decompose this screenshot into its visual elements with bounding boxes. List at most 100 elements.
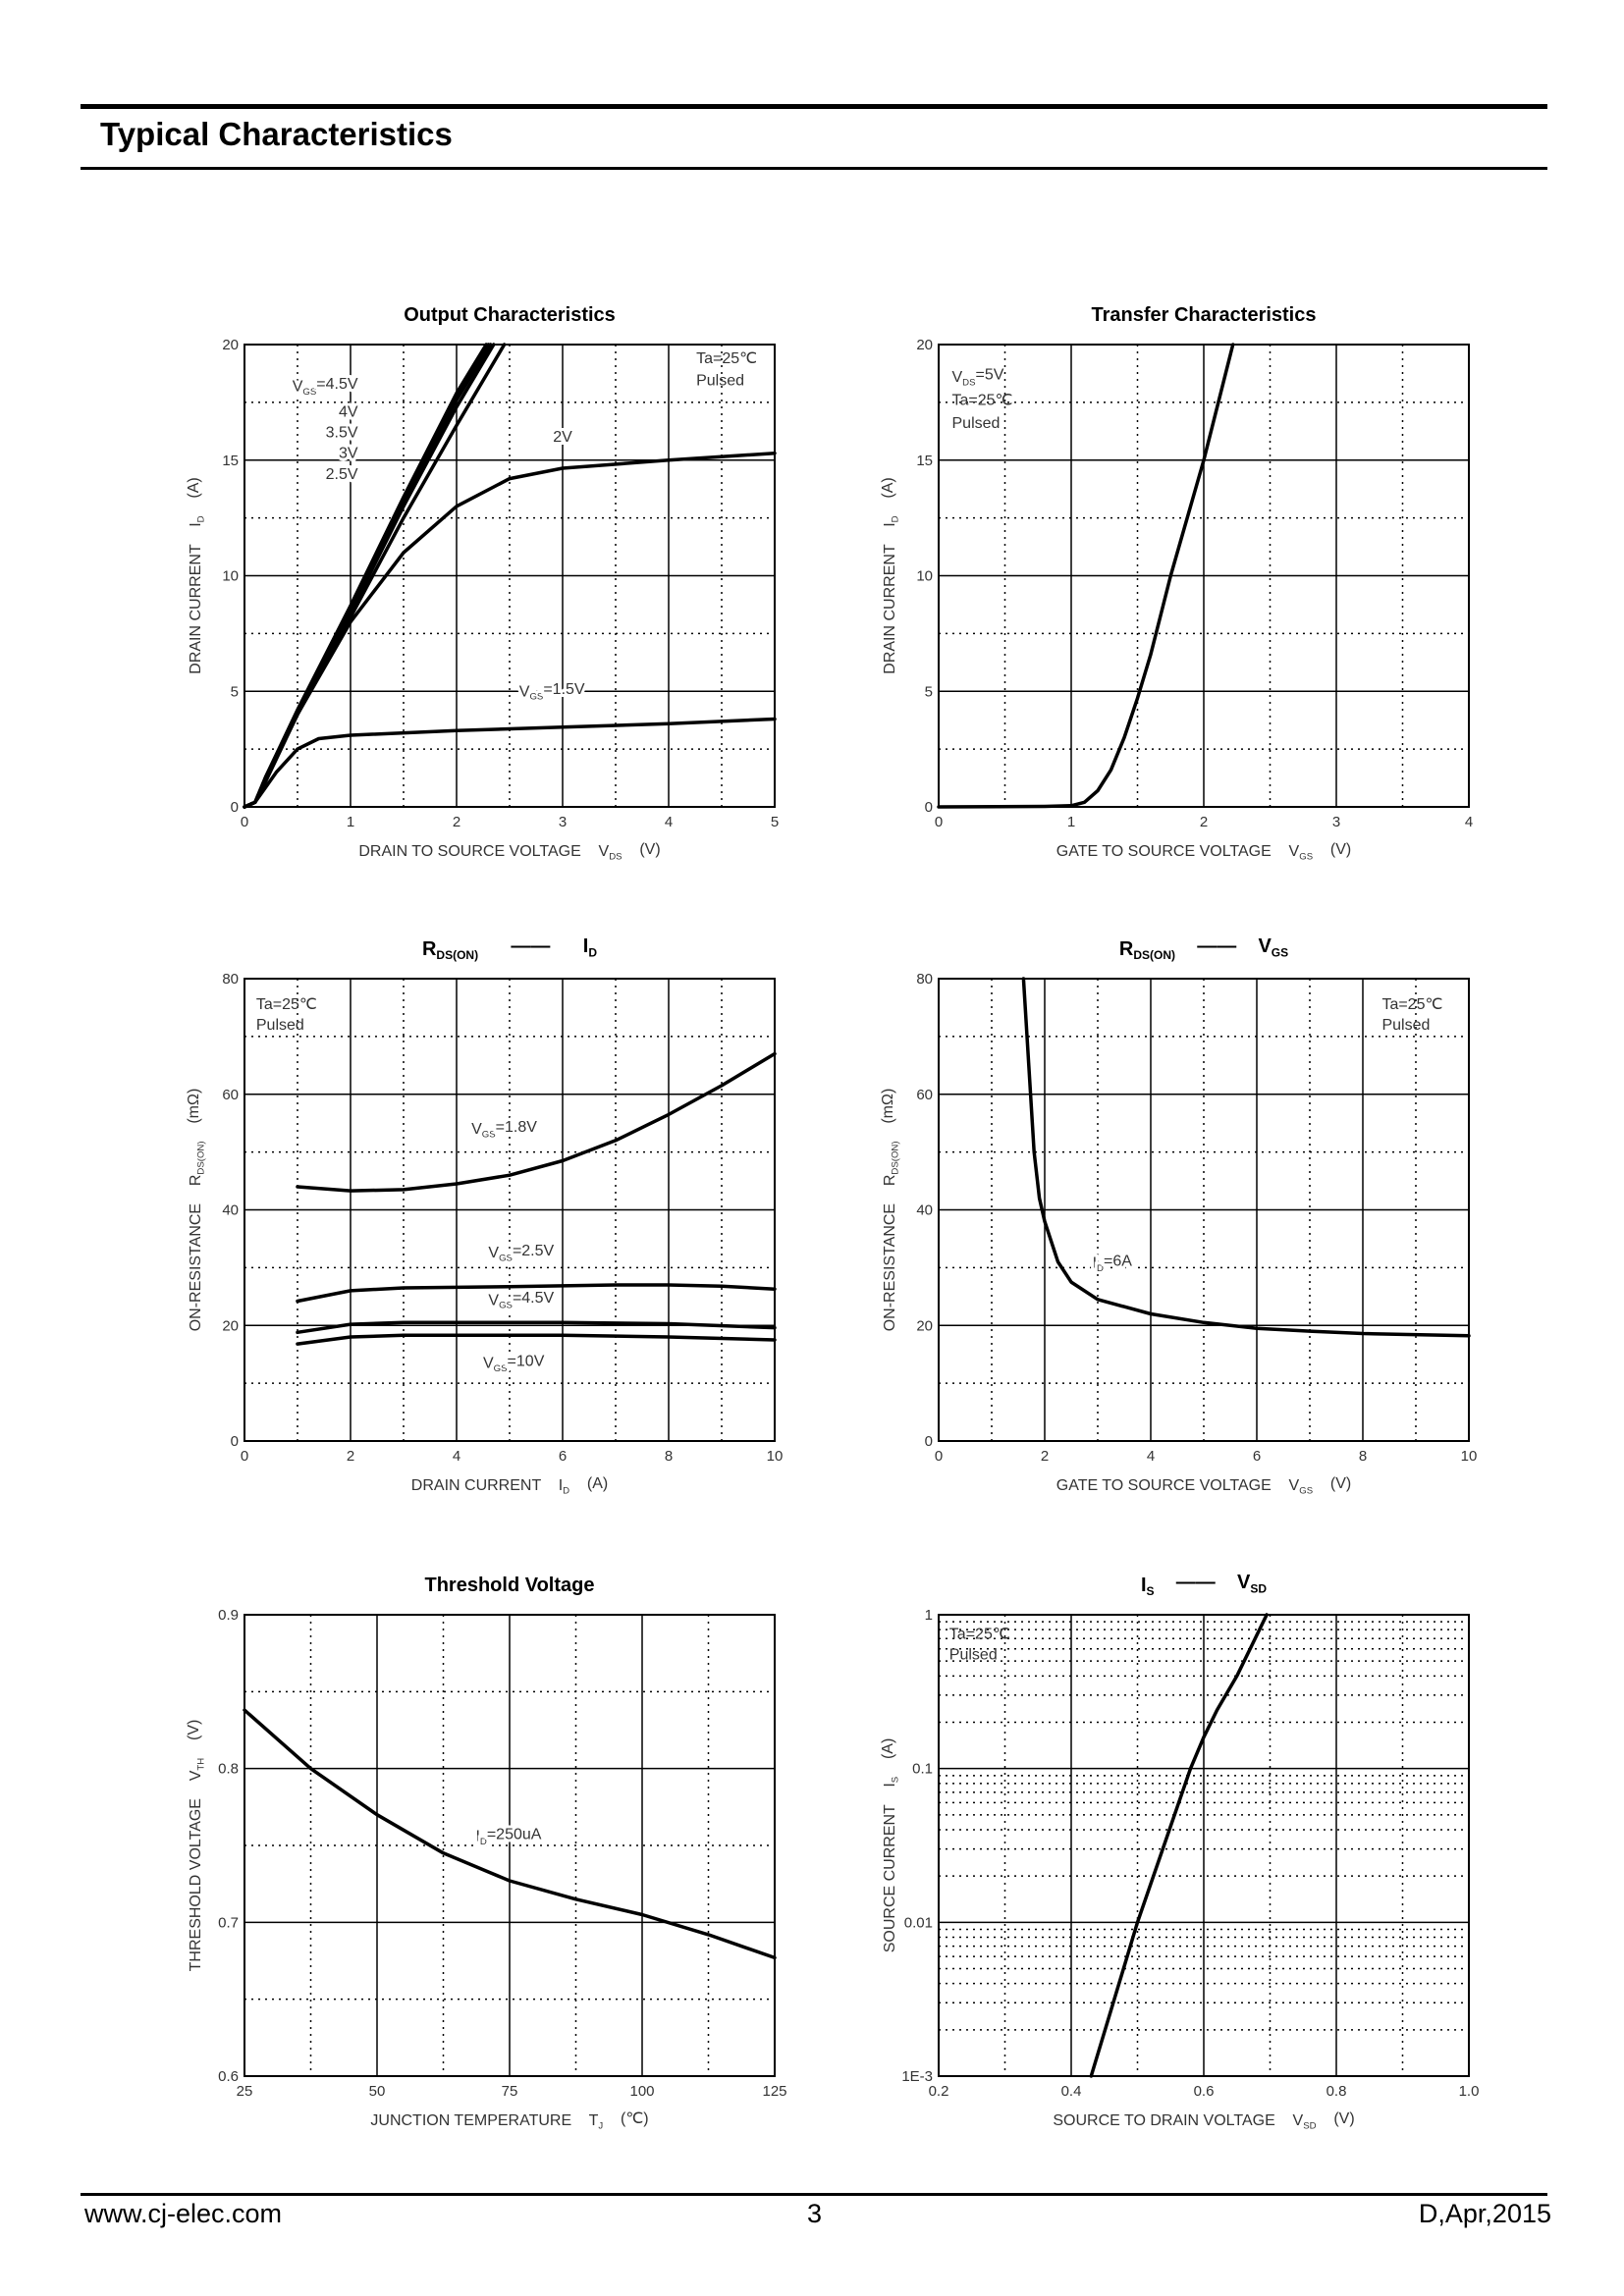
y-tick-label: 0: [925, 1433, 933, 1450]
chart-title-text: ——: [478, 935, 583, 957]
y-tick-label: 0.9: [218, 1607, 239, 1624]
plot-frame: [244, 1614, 776, 2077]
chart-note: Pulsed: [952, 415, 1001, 432]
series-annotation-subscript: GS: [499, 1301, 513, 1311]
x-tick-label: 8: [1359, 1448, 1367, 1465]
chart-note: Ta=25℃: [256, 996, 317, 1013]
x-tick-label: 75: [502, 2083, 518, 2100]
chart-title-text: ——: [1155, 1572, 1237, 1593]
x-tick-label: 4: [1465, 814, 1473, 830]
plot-frame: [938, 978, 1470, 1442]
y-tick-label: 40: [222, 1202, 239, 1219]
chart-note: Ta=25℃: [949, 1627, 1010, 1643]
y-tick-label: 5: [231, 683, 239, 700]
x-axis-label-text: DRAIN TO SOURCE VOLTAGE V: [358, 843, 609, 860]
chart-title-subscript: DS(ON): [436, 948, 478, 962]
y-tick-label: 0.8: [218, 1761, 239, 1778]
series-annotation: 2V: [553, 429, 572, 446]
y-tick-label: 1: [925, 1607, 933, 1624]
x-axis-label: JUNCTION TEMPERATURE TJ​ (℃): [370, 2110, 648, 2132]
chart-note-text: V: [952, 369, 963, 386]
x-axis-label: GATE TO SOURCE VOLTAGE VGS​ (V): [1056, 1475, 1351, 1497]
y-tick-label: 5: [925, 683, 933, 700]
chart-5: 25 50 75 100 125 0.6 0.7 0.8 0.9 Threshold Voltag…: [186, 1575, 787, 2131]
y-axis-label-text: (V): [186, 1720, 202, 1758]
series-line: [243, 1708, 777, 1960]
series-annotation-subscript: GS: [499, 1253, 513, 1263]
x-tick-label: 0: [241, 1448, 248, 1465]
y-axis-label: DRAIN CURRENT ID​ (A): [880, 477, 901, 673]
y-axis-label-subscript: TH: [195, 1758, 206, 1771]
x-axis-label-text: GATE TO SOURCE VOLTAGE V: [1056, 843, 1300, 860]
chart-title-subscript: GS: [1272, 945, 1288, 959]
series-annotation-text: V: [293, 378, 303, 395]
chart-title: IS​ —— VSD​: [1141, 1572, 1267, 1598]
y-axis-label-subscript: S: [890, 1777, 900, 1783]
y-tick-label: 0.01: [904, 1914, 933, 1931]
series-annotation: ID​=6A: [1093, 1253, 1133, 1274]
y-tick-label: 60: [222, 1087, 239, 1103]
header-bottom-rule: [81, 167, 1547, 170]
plot-frame: [244, 344, 776, 808]
chart-note-text: =5V: [976, 367, 1004, 384]
footer-rule: [81, 2193, 1547, 2196]
series-annotation-text: V: [483, 1356, 494, 1372]
y-axis-label-text: THRESHOLD VOLTAGE V: [188, 1770, 204, 1971]
series-annotation-text: V: [471, 1121, 482, 1138]
y-axis-label-text: (A): [880, 1738, 896, 1777]
x-axis-label: SOURCE TO DRAIN VOLTAGE VSD​ (V): [1053, 2110, 1354, 2132]
series-annotation-subscript: D: [480, 1837, 487, 1847]
x-tick-label: 125: [762, 2083, 786, 2100]
series-line: [296, 1320, 777, 1335]
series-annotation-text: 3V: [339, 446, 358, 462]
y-tick-label: 1E-3: [901, 2068, 933, 2085]
y-tick-label: 40: [916, 1202, 933, 1219]
y-axis-label: ON-RESISTANCE RDS(ON)​ (mΩ): [186, 1089, 207, 1332]
x-tick-label: 0.8: [1326, 2083, 1347, 2100]
x-axis-label-text: (V): [1313, 1475, 1351, 1492]
x-tick-label: 25: [237, 2083, 253, 2100]
x-axis-label-text: GATE TO SOURCE VOLTAGE V: [1056, 1477, 1300, 1494]
chart-1: 0 1 2 3 4 5 0 5 10 15 20 Output Characteristics DRAI…: [186, 304, 779, 862]
series-annotation-text: =1.5V: [543, 681, 585, 698]
series-line: [296, 1333, 777, 1346]
series-annotation-text: =6A: [1104, 1253, 1132, 1269]
series-annotation-subscript: GS: [529, 692, 543, 703]
chart-title: Transfer Characteristics: [1091, 304, 1316, 326]
x-tick-label: 6: [1253, 1448, 1261, 1465]
x-axis-label-subscript: SD: [1303, 2120, 1316, 2131]
chart-title-text: Transfer Characteristics: [1091, 304, 1316, 326]
series-line: [296, 1283, 777, 1304]
y-axis-label-text: ON-RESISTANCE R: [882, 1175, 898, 1332]
chart-title-subscript: SD: [1250, 1581, 1267, 1595]
y-axis-label-text: (mΩ): [186, 1089, 202, 1142]
series-annotation-text: 4V: [339, 403, 358, 420]
y-tick-label: 0: [925, 799, 933, 816]
y-tick-label: 80: [222, 971, 239, 988]
x-tick-label: 0.6: [1194, 2083, 1215, 2100]
x-tick-label: 0.2: [929, 2083, 949, 2100]
footer-website[interactable]: www.cj-elec.com: [84, 2199, 283, 2228]
series-annotation: 2.5V: [326, 466, 358, 483]
x-tick-label: 0.4: [1061, 2083, 1082, 2100]
chart-title-text: R: [1119, 938, 1134, 960]
chart-title: RDS(ON)​ —— VGS​: [1119, 935, 1288, 962]
y-tick-label: 60: [916, 1087, 933, 1103]
y-tick-label: 15: [222, 453, 239, 469]
x-tick-label: 6: [559, 1448, 567, 1465]
series-annotation: VGS​=1.5V: [519, 681, 585, 703]
chart-note: Ta=25℃: [952, 393, 1013, 409]
series-annotation: VGS​=4.5V: [488, 1290, 554, 1311]
chart-note: VDS​=5V: [952, 367, 1004, 389]
chart-note: Pulsed: [949, 1647, 998, 1664]
x-tick-label: 100: [629, 2083, 654, 2100]
series-annotation-text: V: [488, 1292, 499, 1308]
series-annotation-text: =10V: [508, 1353, 545, 1369]
series-annotation-text: =2.5V: [513, 1243, 555, 1259]
series-annotation-text: =4.5V: [513, 1290, 555, 1307]
chart-4: 0 2 4 6 8 10 0 20 40 60 80 RDS(ON)​ —— VGS​ GATE TO …: [880, 935, 1478, 1496]
x-tick-label: 4: [453, 1448, 460, 1465]
plot-frame: [938, 344, 1470, 808]
x-tick-label: 2: [1200, 814, 1208, 830]
